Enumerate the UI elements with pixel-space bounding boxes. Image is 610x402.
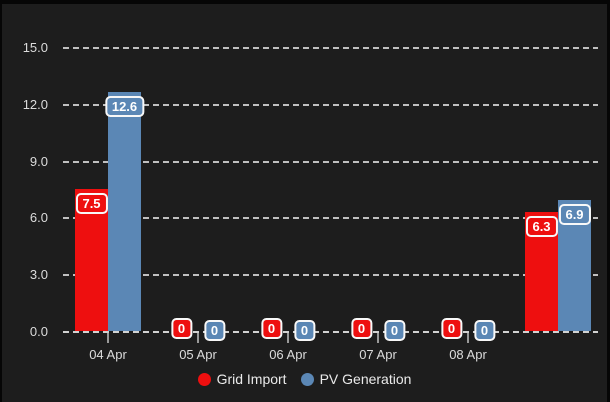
y-axis-tick-label: 9.0 (29, 154, 48, 169)
value-badge-grid-import: 0 (260, 318, 283, 339)
y-axis-tick-label: 15.0 (22, 40, 48, 55)
pv-generation-swatch-icon (300, 372, 314, 386)
value-badge-pv-generation: 0 (203, 320, 226, 341)
x-axis-tick (107, 333, 109, 343)
x-axis-tick (197, 333, 199, 343)
value-badge-pv-generation: 0 (293, 320, 316, 341)
legend-item-grid-import[interactable]: Grid Import (197, 370, 287, 388)
value-badge-grid-import: 0 (170, 318, 193, 339)
gridline-y-6.0 (63, 217, 598, 219)
x-axis-tick (287, 333, 289, 343)
x-axis-tick (467, 333, 469, 343)
value-badge-grid-import: 7.5 (75, 193, 108, 214)
y-axis-tick-label: 0.0 (29, 324, 48, 339)
value-badge-pv-generation: 0 (383, 320, 406, 341)
chart-panel: 15.0 12.0 9.0 6.0 3.0 0.0 04 Apr 7.5 12.6 05 Apr 0… (2, 4, 607, 402)
value-badge-grid-import: 0 (350, 318, 373, 339)
gridline-y-9.0 (63, 161, 598, 163)
chart-legend: Grid Import PV Generation (2, 370, 607, 388)
x-axis-label-05-apr: 05 Apr (179, 347, 217, 362)
y-axis-tick-label: 6.0 (29, 210, 48, 225)
bar-chart: 15.0 12.0 9.0 6.0 3.0 0.0 04 Apr 7.5 12.6 05 Apr 0… (2, 4, 607, 402)
value-badge-pv-generation: 12.6 (104, 96, 145, 117)
x-axis-label-07-apr: 07 Apr (359, 347, 397, 362)
y-axis-tick-label: 12.0 (22, 97, 48, 112)
x-axis-label-08-apr: 08 Apr (449, 347, 487, 362)
x-axis-label-06-apr: 06 Apr (269, 347, 307, 362)
legend-item-pv-generation[interactable]: PV Generation (300, 370, 412, 388)
legend-label-pv-generation: PV Generation (319, 371, 412, 387)
bar-pv-generation[interactable] (108, 92, 141, 331)
x-axis-tick (377, 333, 379, 343)
value-badge-grid-import: 6.3 (525, 216, 558, 237)
grid-import-swatch-icon (197, 372, 211, 386)
x-axis-label-04-apr: 04 Apr (89, 347, 127, 362)
value-badge-pv-generation: 6.9 (558, 204, 591, 225)
gridline-y-0.0 (63, 331, 598, 333)
value-badge-grid-import: 0 (440, 318, 463, 339)
legend-label-grid-import: Grid Import (216, 371, 287, 387)
value-badge-pv-generation: 0 (473, 320, 496, 341)
gridline-y-12.0 (63, 104, 598, 106)
gridline-y-15.0 (63, 47, 598, 49)
gridline-y-3.0 (63, 274, 598, 276)
y-axis-tick-label: 3.0 (29, 267, 48, 282)
